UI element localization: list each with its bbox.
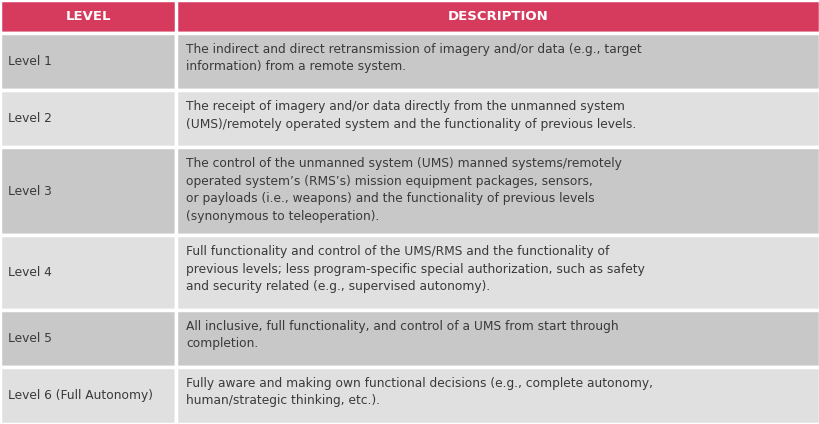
Text: Level 5: Level 5 — [8, 332, 52, 345]
Text: Level 1: Level 1 — [8, 55, 52, 68]
Text: The indirect and direct retransmission of imagery and/or data (e.g., target
info: The indirect and direct retransmission o… — [186, 43, 641, 73]
Text: The receipt of imagery and/or data directly from the unmanned system
(UMS)/remot: The receipt of imagery and/or data direc… — [186, 100, 636, 131]
Text: Level 3: Level 3 — [8, 184, 52, 198]
Text: Level 2: Level 2 — [8, 112, 52, 125]
Bar — [176, 33, 819, 90]
Bar — [0, 367, 176, 424]
Text: Level 4: Level 4 — [8, 266, 52, 279]
Text: The control of the unmanned system (UMS) manned systems/remotely
operated system: The control of the unmanned system (UMS)… — [186, 157, 622, 223]
Bar — [176, 367, 819, 424]
Bar — [176, 310, 819, 367]
Text: Fully aware and making own functional decisions (e.g., complete autonomy,
human/: Fully aware and making own functional de… — [186, 377, 653, 407]
Bar — [0, 235, 176, 310]
Bar — [176, 147, 819, 235]
Bar — [0, 147, 176, 235]
Bar — [0, 0, 819, 33]
Text: DESCRIPTION: DESCRIPTION — [447, 10, 548, 23]
Text: Full functionality and control of the UMS/RMS and the functionality of
previous : Full functionality and control of the UM… — [186, 245, 645, 293]
Bar — [176, 235, 819, 310]
Bar — [0, 33, 176, 90]
Bar — [0, 310, 176, 367]
Text: Level 6 (Full Autonomy): Level 6 (Full Autonomy) — [8, 389, 153, 402]
Text: All inclusive, full functionality, and control of a UMS from start through
compl: All inclusive, full functionality, and c… — [186, 320, 618, 350]
Bar — [0, 90, 176, 147]
Text: LEVEL: LEVEL — [66, 10, 111, 23]
Bar — [176, 90, 819, 147]
